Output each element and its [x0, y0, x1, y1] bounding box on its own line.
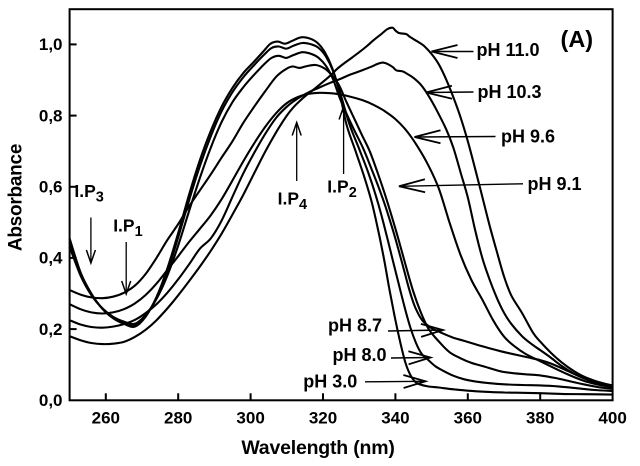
svg-text:Absorbance: Absorbance — [6, 144, 27, 251]
svg-text:pH 8.0: pH 8.0 — [333, 345, 387, 365]
svg-text:360: 360 — [454, 409, 482, 428]
svg-text:pH 11.0: pH 11.0 — [477, 40, 540, 60]
svg-text:1,0: 1,0 — [39, 35, 63, 54]
svg-text:340: 340 — [381, 409, 409, 428]
svg-text:pH 9.6: pH 9.6 — [501, 127, 555, 147]
svg-text:0,8: 0,8 — [39, 106, 63, 125]
svg-text:300: 300 — [236, 409, 264, 428]
svg-text:0,4: 0,4 — [39, 249, 63, 268]
svg-text:0,2: 0,2 — [39, 320, 63, 339]
svg-text:380: 380 — [526, 409, 554, 428]
svg-text:280: 280 — [164, 409, 192, 428]
svg-text:Wavelength (nm): Wavelength (nm) — [241, 437, 394, 459]
svg-text:pH 9.1: pH 9.1 — [528, 174, 582, 194]
svg-text:pH 10.3: pH 10.3 — [478, 82, 542, 102]
svg-text:260: 260 — [92, 409, 120, 428]
svg-text:0,6: 0,6 — [39, 178, 63, 197]
svg-text:pH 3.0: pH 3.0 — [303, 372, 357, 392]
svg-text:0,0: 0,0 — [39, 391, 63, 410]
svg-text:320: 320 — [309, 409, 337, 428]
svg-text:pH 8.7: pH 8.7 — [328, 316, 382, 336]
svg-text:(A): (A) — [561, 26, 594, 52]
svg-text:400: 400 — [598, 409, 626, 428]
